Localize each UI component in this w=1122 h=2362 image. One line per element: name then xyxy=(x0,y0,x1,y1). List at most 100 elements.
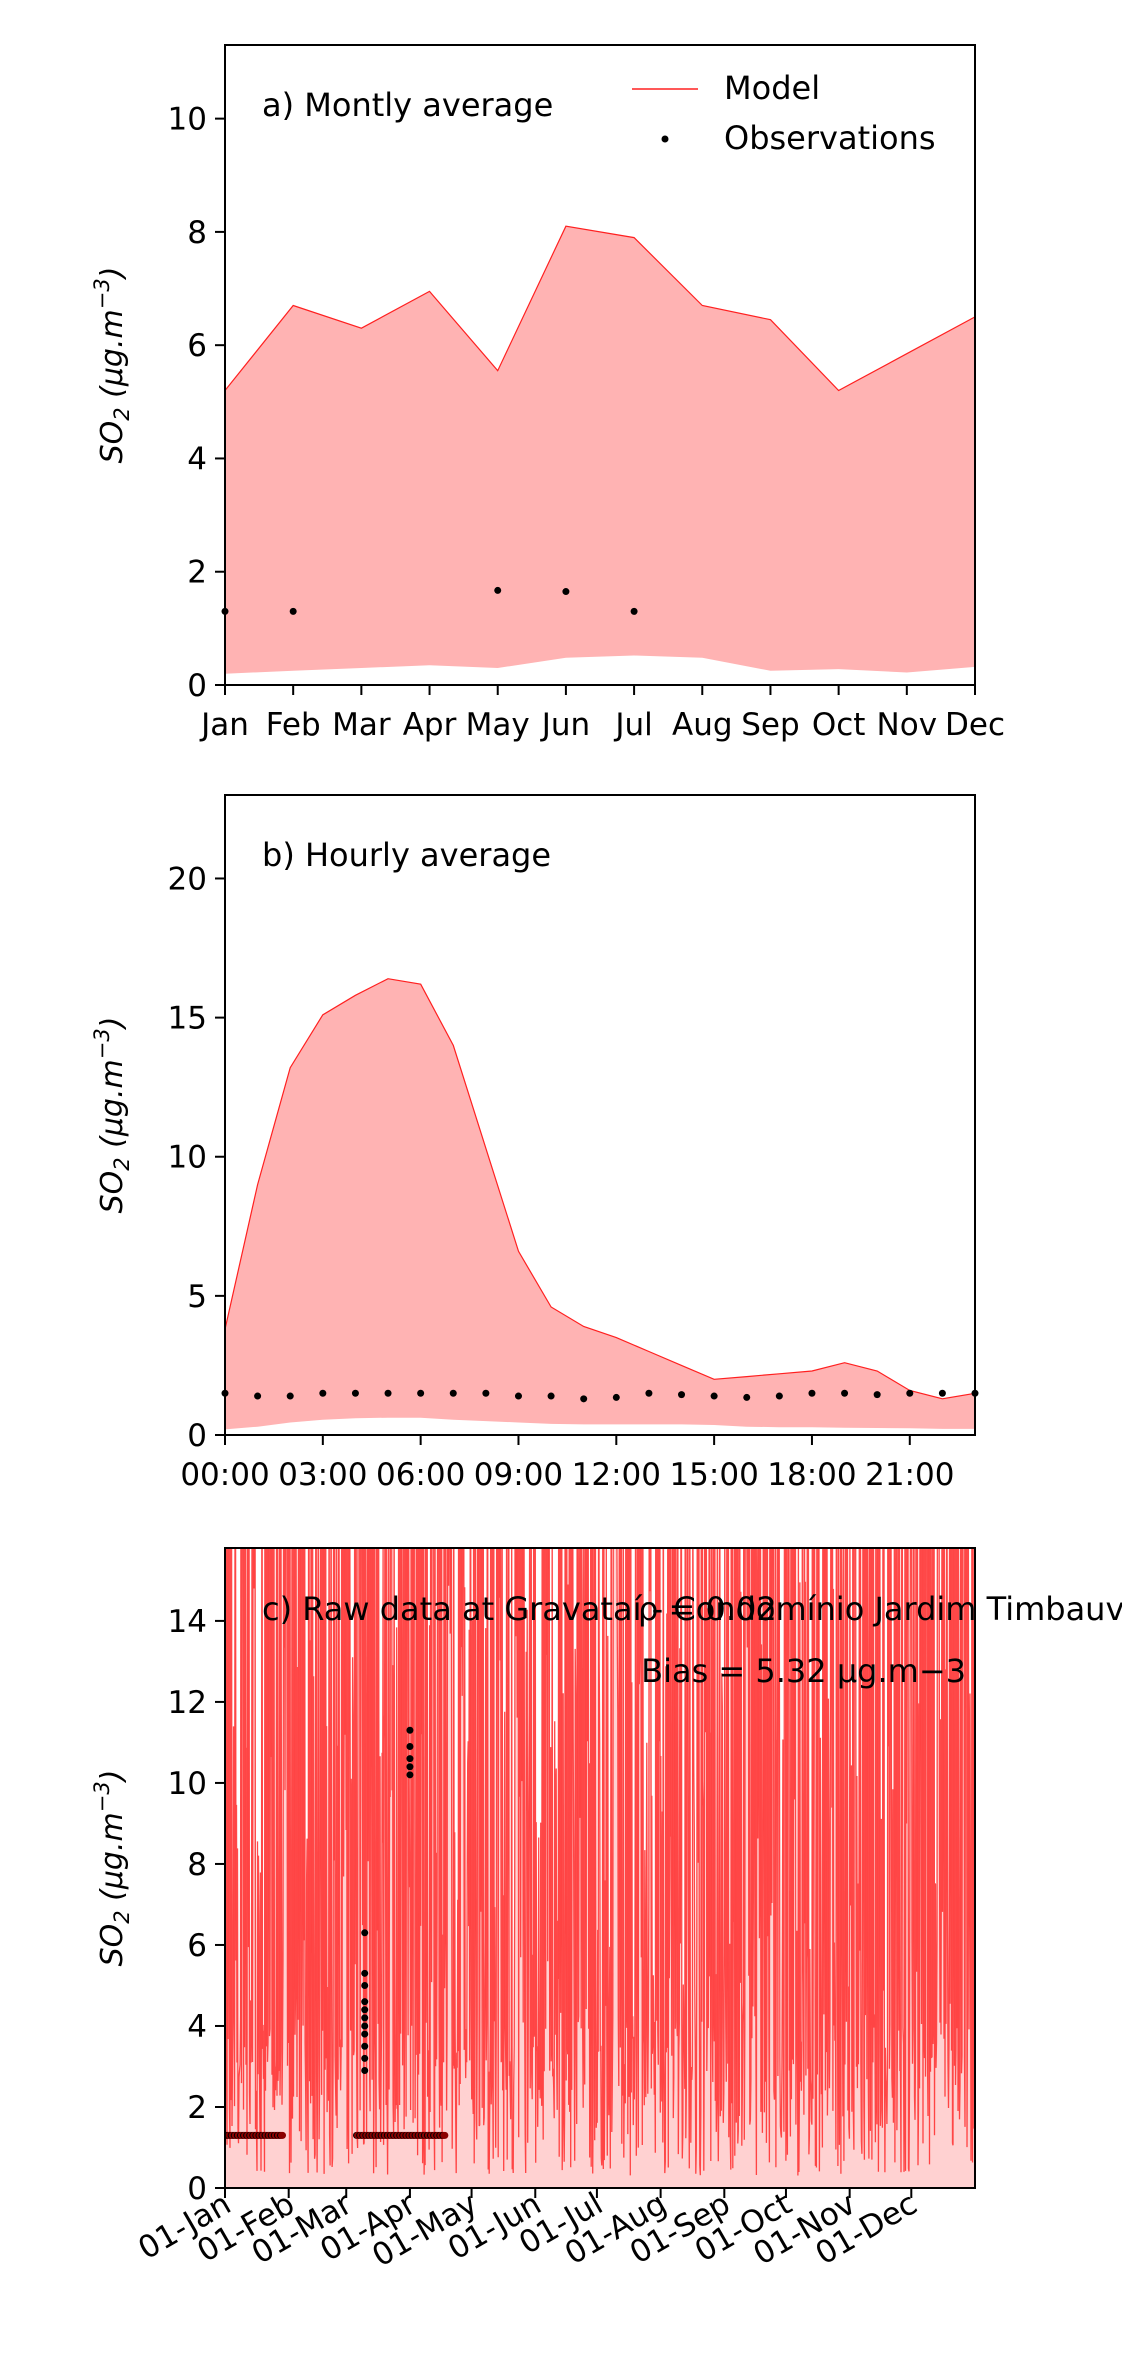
x-tick-label: Apr xyxy=(403,707,457,743)
panel-a-plot-area xyxy=(221,225,976,674)
observation-point xyxy=(254,1392,262,1400)
y-tick-label: 8 xyxy=(187,215,207,251)
observation-point xyxy=(514,1392,522,1400)
observation-point xyxy=(547,1392,555,1400)
observation-point xyxy=(678,1391,686,1399)
x-tick-label: Jul xyxy=(613,707,652,743)
observation-point xyxy=(406,1771,414,1779)
y-tick-label: 15 xyxy=(168,1001,207,1037)
observation-point xyxy=(710,1392,718,1400)
x-tick-label: 03:00 xyxy=(278,1457,367,1493)
panel-c-annotation-bias: Bias = 5.32 μg.m−3 xyxy=(641,1652,966,1690)
y-tick-label: 6 xyxy=(187,328,207,364)
panel-a-legend: Model Observations xyxy=(632,69,936,157)
observation-point xyxy=(361,2067,369,2075)
y-tick-label: 6 xyxy=(187,1928,207,1964)
observation-point xyxy=(906,1389,914,1397)
model-range-band xyxy=(225,978,975,1430)
observation-point xyxy=(417,1389,425,1397)
observation-point xyxy=(494,586,502,594)
observation-point xyxy=(319,1389,327,1397)
panel-b-x-axis: 00:00 03:00 06:00 09:00 12:00 15:00 18:00 21:00 xyxy=(180,1435,954,1493)
observation-point xyxy=(361,2014,369,2022)
x-tick-label: Aug xyxy=(672,707,733,743)
panel-a-monthly-average: 0 2 4 6 8 10 Jan Feb Mar Apr May Jun Jul Aug Sep Oct No… xyxy=(90,44,1005,743)
panel-c-plot-area xyxy=(225,1548,975,2188)
x-tick-label: Sep xyxy=(741,707,799,743)
observation-point xyxy=(580,1395,588,1403)
x-tick-label: Dec xyxy=(945,707,1005,743)
observation-point xyxy=(743,1393,751,1401)
y-tick-label: 10 xyxy=(168,1766,207,1802)
panel-a-title: a) Montly average xyxy=(262,86,553,124)
panel-a-frame xyxy=(224,44,976,686)
observation-point xyxy=(775,1392,783,1400)
y-tick-label: 2 xyxy=(187,555,207,591)
observation-point xyxy=(361,2006,369,2014)
y-tick-label: 8 xyxy=(187,1847,207,1883)
panel-c-y-label: SO2 (μg.m−3) xyxy=(90,1770,134,1967)
panel-b-frame xyxy=(224,794,976,1436)
panel-b-y-label: SO2 (μg.m−3) xyxy=(90,1017,134,1214)
x-tick-label: 12:00 xyxy=(572,1457,661,1493)
panel-a-x-axis: Jan Feb Mar Apr May Jun Jul Aug Sep Oct Nov Dec xyxy=(199,685,1005,743)
x-tick-label: 00:00 xyxy=(180,1457,269,1493)
observation-point xyxy=(361,1998,369,2006)
x-tick-label: 18:00 xyxy=(767,1457,856,1493)
legend-model-label: Model xyxy=(724,69,820,107)
observation-point xyxy=(361,1969,369,1977)
y-tick-label: 12 xyxy=(168,1685,207,1721)
panel-b-y-axis: 0 5 10 15 20 xyxy=(168,861,225,1454)
observation-point xyxy=(938,1389,946,1397)
observation-point xyxy=(361,2022,369,2030)
x-tick-label: 15:00 xyxy=(669,1457,758,1493)
x-tick-label: Jun xyxy=(540,707,590,743)
x-tick-label: Nov xyxy=(877,707,938,743)
x-tick-label: 09:00 xyxy=(474,1457,563,1493)
y-tick-label: 0 xyxy=(187,2171,207,2207)
y-tick-label: 2 xyxy=(187,2090,207,2126)
observation-point xyxy=(449,1389,457,1397)
y-tick-label: 4 xyxy=(187,441,207,477)
observation-point xyxy=(808,1389,816,1397)
model-range-band xyxy=(225,226,975,674)
panel-b-plot-area xyxy=(221,978,979,1430)
panel-a-y-axis: 0 2 4 6 8 10 xyxy=(168,102,225,704)
observation-point xyxy=(645,1389,653,1397)
observation-point xyxy=(361,2042,369,2050)
model-upper-line xyxy=(224,978,976,1400)
observation-point xyxy=(361,2030,369,2038)
panel-b-title: b) Hourly average xyxy=(262,836,551,874)
legend-observations-swatch xyxy=(661,135,669,143)
observation-point xyxy=(361,1929,369,1937)
x-tick-label: 06:00 xyxy=(376,1457,465,1493)
y-tick-label: 4 xyxy=(187,2009,207,2045)
observation-point xyxy=(482,1389,490,1397)
y-tick-label: 10 xyxy=(168,102,207,138)
y-tick-label: 14 xyxy=(168,1604,207,1640)
panel-c-x-axis: 01-Jan01-Feb01-Mar01-Apr01-May01-Jun01-J… xyxy=(132,2186,923,2275)
y-tick-label: 5 xyxy=(187,1279,207,1315)
observation-point xyxy=(406,1763,414,1771)
panel-c-raw-data: 0 2 4 6 8 10 12 14 01-Jan01-Feb01-Mar01-Apr01-M… xyxy=(90,1547,1122,2275)
x-tick-label: Jan xyxy=(199,707,249,743)
x-tick-label: Oct xyxy=(812,707,866,743)
observation-point xyxy=(279,2131,287,2139)
observation-point xyxy=(406,1726,414,1734)
observation-point xyxy=(351,1389,359,1397)
observation-point xyxy=(289,607,297,615)
panel-c-annotation-rho: ρ = 0.02 xyxy=(638,1590,777,1628)
observation-point xyxy=(441,2131,449,2139)
x-tick-label: 21:00 xyxy=(865,1457,954,1493)
observation-point xyxy=(361,1981,369,1989)
x-tick-label: Feb xyxy=(266,707,321,743)
model-hourly-line xyxy=(225,1548,975,2176)
observation-point xyxy=(384,1389,392,1397)
panel-c-title: c) Raw data at Gravataí - Condomínio Jar… xyxy=(262,1590,1122,1628)
observation-point xyxy=(562,588,570,596)
observation-point xyxy=(406,1742,414,1750)
x-tick-label: Mar xyxy=(332,707,391,743)
y-tick-label: 0 xyxy=(187,1418,207,1454)
observation-point xyxy=(841,1389,849,1397)
x-tick-label: May xyxy=(466,707,530,743)
